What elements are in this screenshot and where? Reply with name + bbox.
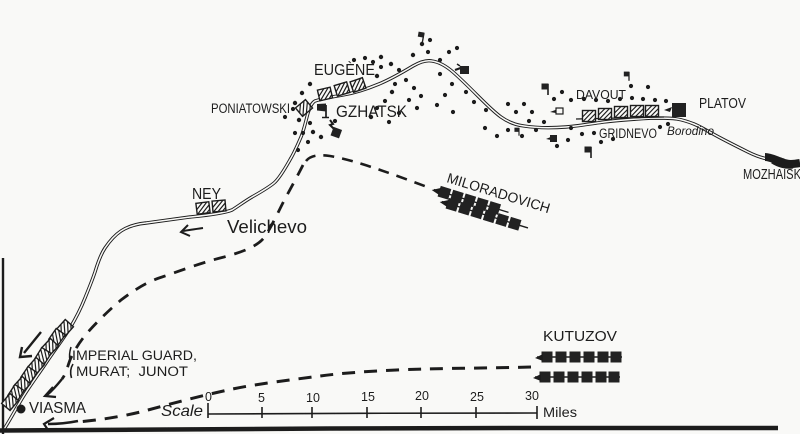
svg-text:PONIATOWSKI: PONIATOWSKI (211, 101, 290, 116)
svg-text:IMPERIAL GUARD,: IMPERIAL GUARD, (72, 347, 197, 363)
svg-text:GZHATSK: GZHATSK (336, 103, 407, 121)
svg-text:15: 15 (361, 390, 375, 404)
svg-text:KUTUZOV: KUTUZOV (543, 328, 617, 345)
svg-text:5: 5 (258, 391, 265, 405)
svg-text:MOZHAISK: MOZHAISK (743, 167, 800, 183)
svg-text:25: 25 (470, 390, 484, 404)
svg-text:PLATOV: PLATOV (699, 95, 746, 112)
svg-text:VIASMA: VIASMA (29, 400, 87, 417)
svg-text:Miles: Miles (543, 405, 577, 420)
svg-text:GRIDNEVO: GRIDNEVO (599, 126, 657, 141)
svg-text:DAVOUT: DAVOUT (576, 87, 626, 102)
svg-text:10: 10 (306, 391, 320, 405)
svg-text:NEY: NEY (192, 186, 221, 203)
svg-text:Velichevo: Velichevo (227, 217, 307, 237)
svg-text:Borodino: Borodino (667, 124, 714, 138)
svg-text:30: 30 (525, 389, 539, 403)
svg-text:20: 20 (415, 389, 429, 403)
svg-text:Scale: Scale (161, 403, 203, 420)
svg-text:EUGÈNE: EUGÈNE (314, 60, 375, 79)
svg-text:MURAT; JUNOT: MURAT; JUNOT (76, 364, 188, 379)
svg-text:0: 0 (205, 390, 212, 404)
